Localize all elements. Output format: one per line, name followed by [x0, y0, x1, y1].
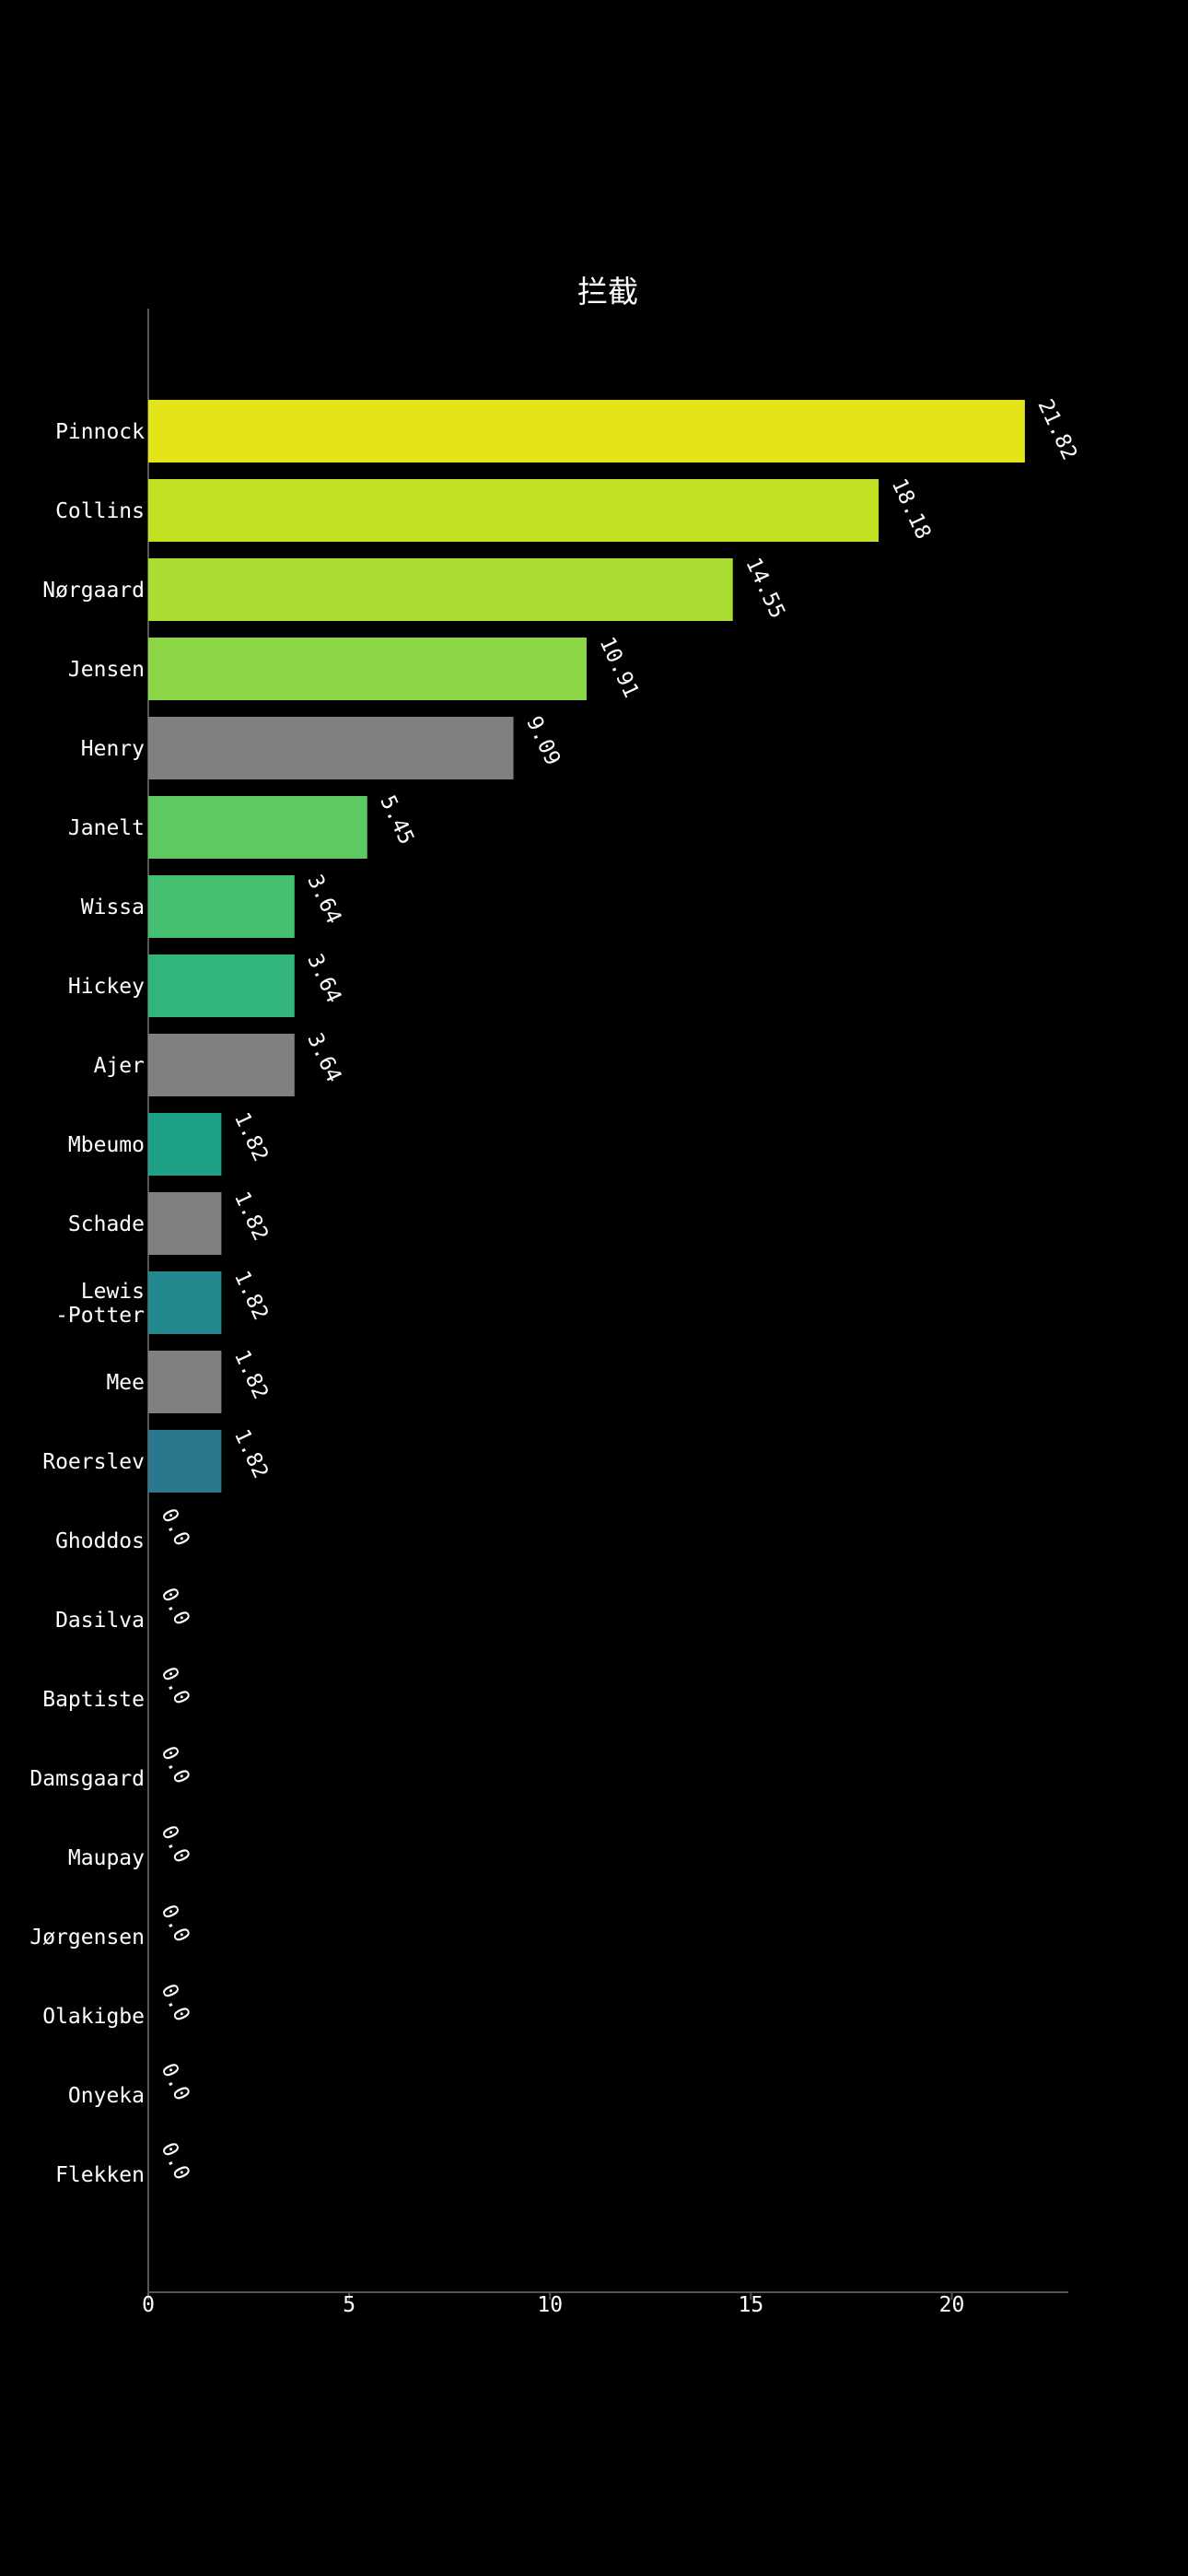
data-label: 3.64: [302, 1030, 345, 1086]
category-label: Ghoddos: [55, 1529, 145, 1553]
data-label: 0.0: [157, 1585, 194, 1630]
category-label: Hickey: [68, 975, 145, 999]
x-tick-label: 20: [939, 2293, 965, 2317]
data-label: 14.55: [740, 555, 789, 623]
category-label: Jørgensen: [29, 1926, 145, 1950]
category-label: Henry: [81, 737, 145, 761]
bar: [148, 1351, 222, 1413]
x-tick-label: 5: [343, 2293, 355, 2317]
data-label: 21.82: [1032, 396, 1081, 464]
category-labels-group: Pinnock Collins Nørgaard Jensen Henry Janelt W…: [29, 420, 145, 2187]
bar: [148, 717, 514, 779]
data-label: 3.64: [302, 951, 345, 1007]
data-label: 9.09: [521, 713, 565, 769]
category-label: Dasilva: [55, 1609, 145, 1633]
category-label: Collins: [55, 499, 145, 523]
data-label: 0.0: [157, 1743, 194, 1788]
data-label: 0.0: [157, 2139, 194, 2184]
category-label: Damsgaard: [29, 1767, 145, 1791]
bars-group: [148, 400, 1025, 1493]
chart-title: 拦截: [577, 274, 638, 310]
data-label: 10.91: [595, 634, 644, 702]
category-label: Wissa: [81, 896, 145, 919]
category-label: Flekken: [55, 2163, 145, 2187]
category-label: Onyeka: [68, 2084, 145, 2108]
data-label: 0.0: [157, 1505, 194, 1551]
category-label: Lewis -Potter: [55, 1280, 145, 1328]
x-tick-label: 15: [739, 2293, 764, 2317]
x-ticks-group: 0 5 10 15 20: [142, 2292, 964, 2317]
bar: [148, 1430, 222, 1493]
data-label: 3.64: [302, 872, 345, 928]
bar: [148, 1271, 222, 1334]
category-label: Baptiste: [42, 1688, 145, 1712]
category-label: Mbeumo: [68, 1133, 145, 1157]
category-label: Maupay: [68, 1846, 145, 1870]
category-label: Ajer: [94, 1054, 145, 1078]
x-tick-label: 0: [142, 2293, 155, 2317]
bar: [148, 1034, 295, 1096]
category-label: Mee: [106, 1371, 145, 1395]
data-label: 1.82: [229, 1426, 273, 1482]
category-label: Roerslev: [42, 1450, 145, 1474]
data-label: 1.82: [229, 1268, 273, 1324]
bar: [148, 954, 295, 1017]
bar: [148, 796, 367, 859]
data-label: 0.0: [157, 1902, 194, 1947]
category-label: Schade: [68, 1212, 145, 1236]
data-label: 1.82: [229, 1347, 273, 1403]
bar: [148, 875, 295, 938]
data-label: 0.0: [157, 2060, 194, 2105]
category-label: Nørgaard: [42, 579, 145, 603]
category-label: Olakigbe: [42, 2005, 145, 2029]
x-tick-label: 10: [537, 2293, 563, 2317]
bar: [148, 638, 587, 700]
data-label: 0.0: [157, 1822, 194, 1868]
data-label: 1.82: [229, 1188, 273, 1245]
bar: [148, 1113, 222, 1176]
bar: [148, 400, 1025, 463]
bar: [148, 558, 733, 621]
data-label: 0.0: [157, 1981, 194, 2026]
bar: [148, 1192, 222, 1255]
data-label: 1.82: [229, 1109, 273, 1165]
category-label: Pinnock: [55, 420, 145, 444]
data-label: 0.0: [157, 1664, 194, 1709]
data-label: 5.45: [375, 792, 418, 849]
bar: [148, 479, 879, 542]
data-label: 18.18: [887, 475, 936, 544]
category-label: Janelt: [68, 816, 145, 840]
category-label: Jensen: [68, 658, 145, 682]
